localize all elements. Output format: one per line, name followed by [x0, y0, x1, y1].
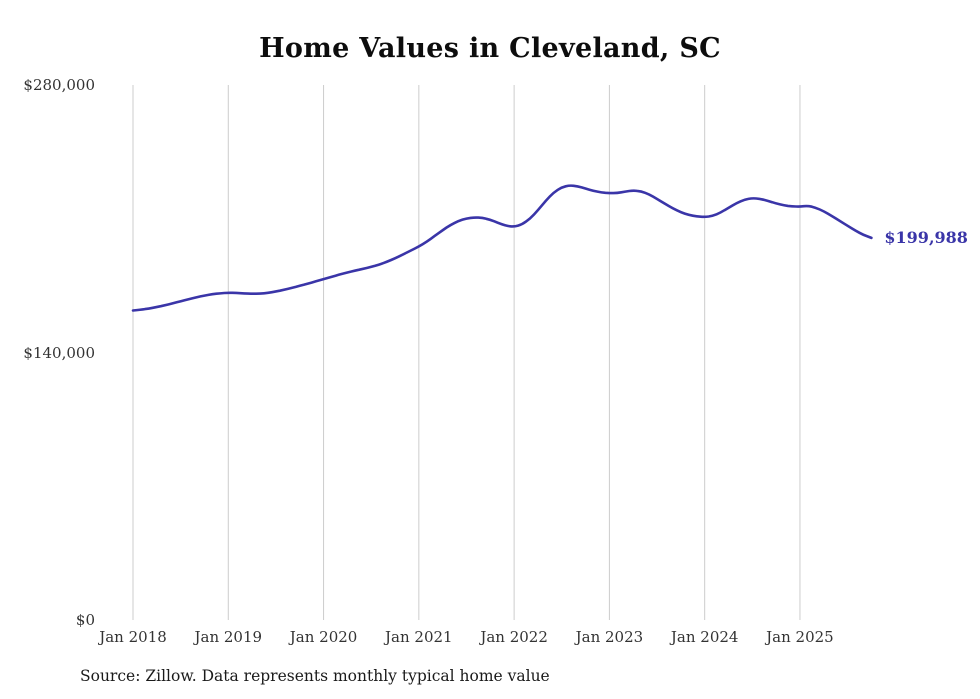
x-tick-label: Jan 2019 [194, 628, 263, 646]
x-tick-label: Jan 2021 [385, 628, 453, 646]
chart-title: Home Values in Cleveland, SC [259, 33, 721, 64]
source-note: Source: Zillow. Data represents monthly … [80, 667, 550, 685]
end-value-label: $199,988 [884, 227, 968, 247]
y-tick-label: $280,000 [23, 76, 95, 94]
x-tick-label: Jan 2022 [480, 628, 548, 646]
x-tick-label: Jan 2025 [766, 628, 834, 646]
x-tick-label: Jan 2018 [99, 628, 167, 646]
y-tick-label: $140,000 [23, 343, 95, 362]
x-tick-label: Jan 2020 [289, 628, 358, 646]
x-tick-label: Jan 2023 [575, 628, 644, 646]
y-tick-label: $0 [75, 611, 95, 629]
x-tick-label: Jan 2024 [670, 628, 739, 646]
value-line [131, 184, 873, 312]
